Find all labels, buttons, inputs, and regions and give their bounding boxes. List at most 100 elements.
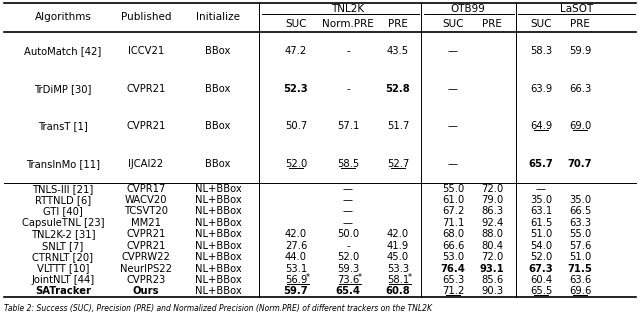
Text: 27.6: 27.6 <box>285 241 307 251</box>
Text: 76.4: 76.4 <box>440 264 465 274</box>
Text: Table 2: Success (SUC), Precision (PRE) and Normalized Precision (Norm.PRE) of d: Table 2: Success (SUC), Precision (PRE) … <box>4 304 432 313</box>
Text: 72.0: 72.0 <box>481 252 503 262</box>
Text: SATracker: SATracker <box>35 286 91 296</box>
Text: BBox: BBox <box>205 46 230 56</box>
Text: BBox: BBox <box>205 121 230 131</box>
Text: 71.5: 71.5 <box>568 264 593 274</box>
Text: —: — <box>343 184 353 194</box>
Text: 59.3: 59.3 <box>337 264 359 274</box>
Text: PRE: PRE <box>570 19 590 29</box>
Text: -: - <box>346 241 350 251</box>
Text: 56.9: 56.9 <box>285 275 307 285</box>
Text: *: * <box>358 273 362 282</box>
Text: 50.7: 50.7 <box>285 121 307 131</box>
Text: CVPR23: CVPR23 <box>126 275 166 285</box>
Text: NL+BBox: NL+BBox <box>195 218 241 228</box>
Text: *: * <box>408 273 412 282</box>
Text: 85.6: 85.6 <box>481 275 503 285</box>
Text: 65.3: 65.3 <box>442 275 464 285</box>
Text: —: — <box>343 195 353 205</box>
Text: 53.1: 53.1 <box>285 264 307 274</box>
Text: 90.3: 90.3 <box>481 286 503 296</box>
Text: PRE: PRE <box>482 19 502 29</box>
Text: 60.8: 60.8 <box>386 286 410 296</box>
Text: 42.0: 42.0 <box>285 229 307 239</box>
Text: 61.5: 61.5 <box>530 218 552 228</box>
Text: —: — <box>343 218 353 228</box>
Text: 57.6: 57.6 <box>569 241 591 251</box>
Text: MM21: MM21 <box>131 218 161 228</box>
Text: 35.0: 35.0 <box>569 195 591 205</box>
Text: 92.4: 92.4 <box>481 218 503 228</box>
Text: 63.1: 63.1 <box>530 206 552 216</box>
Text: CapsuleTNL [23]: CapsuleTNL [23] <box>22 218 104 228</box>
Text: NL+BBox: NL+BBox <box>195 252 241 262</box>
Text: 52.0: 52.0 <box>285 159 307 169</box>
Text: 47.2: 47.2 <box>285 46 307 56</box>
Text: SNLT [7]: SNLT [7] <box>42 241 84 251</box>
Text: Published: Published <box>121 12 172 22</box>
Text: 68.0: 68.0 <box>442 229 464 239</box>
Text: 54.0: 54.0 <box>530 241 552 251</box>
Text: 59.9: 59.9 <box>569 46 591 56</box>
Text: 55.0: 55.0 <box>569 229 591 239</box>
Text: 65.7: 65.7 <box>529 159 554 169</box>
Text: 79.0: 79.0 <box>481 195 503 205</box>
Text: CVPRW22: CVPRW22 <box>122 252 170 262</box>
Text: 55.0: 55.0 <box>442 184 464 194</box>
Text: 72.0: 72.0 <box>481 184 503 194</box>
Text: CVPR17: CVPR17 <box>126 184 166 194</box>
Text: 58.3: 58.3 <box>530 46 552 56</box>
Text: Norm.PRE: Norm.PRE <box>322 19 374 29</box>
Text: 45.0: 45.0 <box>387 252 409 262</box>
Text: TNL2K: TNL2K <box>332 4 365 14</box>
Text: 66.3: 66.3 <box>569 84 591 94</box>
Text: 63.6: 63.6 <box>569 275 591 285</box>
Text: BBox: BBox <box>205 84 230 94</box>
Text: WACV20: WACV20 <box>125 195 167 205</box>
Text: 52.8: 52.8 <box>386 84 410 94</box>
Text: NL+BBox: NL+BBox <box>195 184 241 194</box>
Text: NL+BBox: NL+BBox <box>195 275 241 285</box>
Text: 63.3: 63.3 <box>569 218 591 228</box>
Text: BBox: BBox <box>205 159 230 169</box>
Text: 63.9: 63.9 <box>530 84 552 94</box>
Text: 44.0: 44.0 <box>285 252 307 262</box>
Text: —: — <box>448 84 458 94</box>
Text: NeurIPS22: NeurIPS22 <box>120 264 172 274</box>
Text: PRE: PRE <box>388 19 408 29</box>
Text: NL+BBox: NL+BBox <box>195 264 241 274</box>
Text: CTRNLT [20]: CTRNLT [20] <box>33 252 93 262</box>
Text: 64.9: 64.9 <box>530 121 552 131</box>
Text: 65.5: 65.5 <box>530 286 552 296</box>
Text: IJCAI22: IJCAI22 <box>129 159 164 169</box>
Text: LaSOT: LaSOT <box>561 4 594 14</box>
Text: CVPR21: CVPR21 <box>126 121 166 131</box>
Text: 66.6: 66.6 <box>442 241 464 251</box>
Text: 51.7: 51.7 <box>387 121 409 131</box>
Text: VLTTT [10]: VLTTT [10] <box>37 264 89 274</box>
Text: NL+BBox: NL+BBox <box>195 206 241 216</box>
Text: 52.7: 52.7 <box>387 159 409 169</box>
Text: 58.5: 58.5 <box>337 159 359 169</box>
Text: TransInMo [11]: TransInMo [11] <box>26 159 100 169</box>
Text: NL+BBox: NL+BBox <box>195 241 241 251</box>
Text: TrDiMP [30]: TrDiMP [30] <box>35 84 92 94</box>
Text: TCSVT20: TCSVT20 <box>124 206 168 216</box>
Text: 50.0: 50.0 <box>337 229 359 239</box>
Text: -: - <box>346 84 350 94</box>
Text: —: — <box>448 121 458 131</box>
Text: 52.0: 52.0 <box>530 252 552 262</box>
Text: 58.1: 58.1 <box>387 275 409 285</box>
Text: NL+BBox: NL+BBox <box>195 195 241 205</box>
Text: 43.5: 43.5 <box>387 46 409 56</box>
Text: Initialize: Initialize <box>196 12 240 22</box>
Text: —: — <box>536 184 546 194</box>
Text: 59.7: 59.7 <box>284 286 308 296</box>
Text: 66.5: 66.5 <box>569 206 591 216</box>
Text: 70.7: 70.7 <box>568 159 592 169</box>
Text: OTB99: OTB99 <box>451 4 485 14</box>
Text: 53.3: 53.3 <box>387 264 409 274</box>
Text: 60.4: 60.4 <box>530 275 552 285</box>
Text: CVPR21: CVPR21 <box>126 241 166 251</box>
